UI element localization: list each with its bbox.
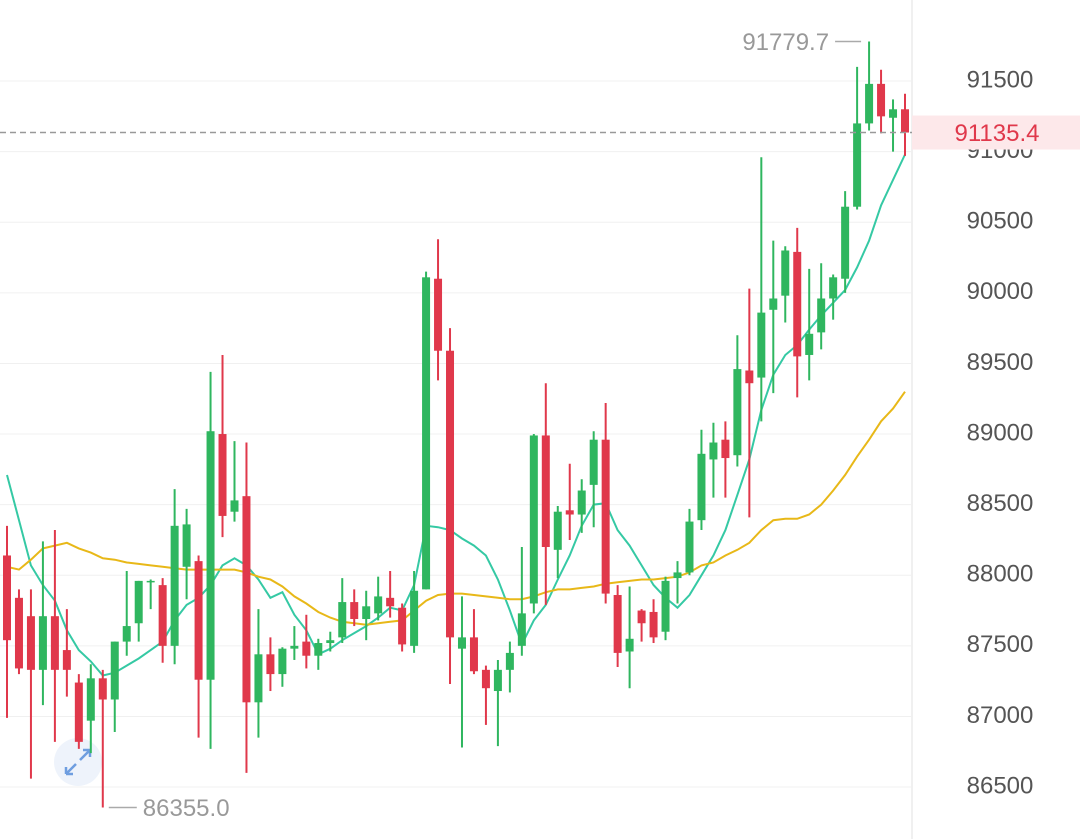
candle-body [314,643,323,656]
candle-body [673,572,682,579]
candle-body [362,606,371,620]
candle-body [374,596,383,614]
candle-body [541,435,550,548]
candle-body [529,435,538,604]
candle-body [398,607,407,645]
candle-body [242,496,251,703]
candle-body [565,510,574,515]
candle-body [733,369,742,456]
candle-body [338,602,347,638]
candle-body [290,645,299,649]
candle-body [877,83,886,117]
candle-body [422,277,431,590]
candle-body [74,682,83,742]
candle-body [350,602,359,620]
candle-body [206,431,215,680]
candle-body [3,555,11,641]
candle-body [745,370,754,384]
candle-body [853,123,862,207]
candle-body [493,669,502,692]
candle-body [86,678,95,721]
candle-body [254,654,263,703]
candle-body [769,298,778,310]
candle-body [457,637,466,649]
candle-body [757,312,766,378]
last-price-bg [912,115,1080,150]
candle-body [302,641,311,656]
candle-body [589,439,598,485]
candle-body [649,611,658,638]
candle-body [278,648,287,675]
candle-body [469,637,478,672]
y-tick-label: 90000 [967,278,1034,305]
candle-body [266,654,275,675]
candle-body [14,597,23,669]
candle-body [637,610,646,624]
candle-body [505,652,514,670]
candle-body [170,525,179,646]
candle-body [625,638,634,652]
candle-body [901,109,909,133]
y-tick-label: 86500 [967,772,1034,799]
candle-body [62,650,71,670]
candle-body [434,278,443,351]
candle-body [817,298,826,333]
candle-body [38,616,47,670]
candle-body [577,490,586,515]
candle-body [326,640,335,644]
candle-body [661,580,670,632]
y-tick-label: 88500 [967,490,1034,517]
candle-body [26,616,35,670]
candle-body [517,613,526,646]
candle-body [218,434,227,516]
y-tick-label: 89000 [967,419,1034,446]
ma-line [6,391,906,626]
expand-icon [64,748,92,776]
candle-body [841,206,850,279]
candle-body [194,561,203,680]
candle-body [410,590,419,646]
max-label: 91779.7 [742,29,829,56]
y-tick-label: 88000 [967,561,1034,588]
last-price-label: 91135.4 [955,120,1040,147]
candle-body [553,511,562,550]
candle-body [446,350,455,638]
candle-body [386,597,395,607]
y-tick-label: 89500 [967,349,1034,376]
candle-body [158,585,167,646]
y-tick-label: 87500 [967,631,1034,658]
candle-body [122,626,131,642]
min-label: 86355.0 [143,795,230,822]
ma-line [6,154,906,677]
candle-body [182,524,191,567]
candle-body [697,453,706,521]
candle-body [50,616,59,670]
candle-body [889,109,898,118]
y-tick-label: 87000 [967,702,1034,729]
candle-body [865,83,874,124]
candle-body [709,442,718,460]
candle-body [721,439,730,459]
candle-body [146,580,155,583]
candle-body [110,641,119,700]
candle-body [98,678,107,700]
candle-body [829,277,838,299]
candle-body [601,439,610,594]
candle-body [685,521,694,573]
candle-body [134,580,143,624]
y-tick-label: 91500 [967,66,1034,93]
candle-body [481,669,490,689]
candle-body [230,500,239,512]
candle-body [805,333,814,355]
y-tick-label: 90500 [967,208,1034,235]
candle-body [781,250,790,296]
candle-body [613,595,622,653]
candle-body [793,251,802,357]
